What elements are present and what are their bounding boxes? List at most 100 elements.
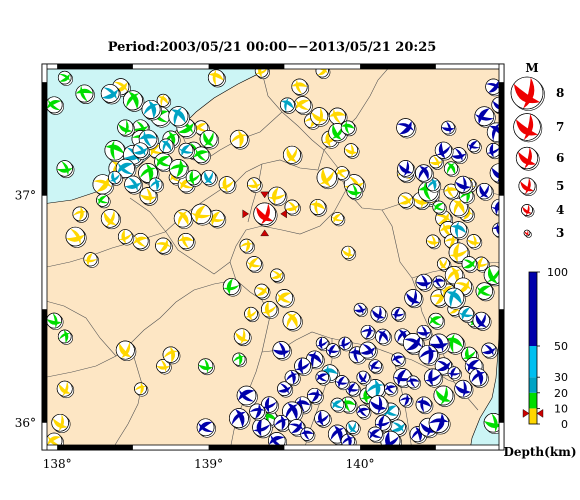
quake-0-10km-17 [218,176,237,194]
frame-segment-left [42,309,47,423]
quake-50-100km-27 [481,342,498,360]
quake-10-20km-21 [346,183,364,201]
quake-50-100km-44 [261,396,279,415]
magnitude-label-5: 5 [556,179,564,193]
frame-segment-top [57,64,133,69]
quake-20-30km-1 [158,138,175,155]
quake-50-100km-35 [368,359,384,375]
quake-10-20km-29 [428,312,446,330]
quake-50-100km-53 [368,395,390,416]
quake-0-10km-21 [270,268,285,284]
quake-0-10km-45 [331,212,346,227]
quake-50-100km-65 [228,408,251,430]
quake-20-30km-14 [443,287,466,310]
magnitude-label-6: 6 [556,151,564,165]
quake-10-20km-2 [75,84,95,104]
quake-50-100km-77 [284,370,301,387]
quake-0-10km-38 [92,174,115,196]
quake-10-20km-18 [199,129,220,150]
quake-0-10km-35 [100,209,121,230]
quake-0-10km-37 [65,226,87,248]
quake-20-30km-4 [115,158,137,180]
magnitude-symbol-4 [521,204,535,218]
quake-10-20km-39 [46,312,64,330]
quake-50-100km-25 [454,379,474,399]
magnitude-label-3: 3 [556,226,564,240]
quake-0-10km-64 [115,340,137,362]
quake-10-20km-35 [232,352,247,368]
quake-0-10km-31 [177,233,196,251]
quake-0-10km-27 [233,328,252,347]
quake-50-100km-68 [360,324,377,341]
quake-0-10km-15 [267,186,288,207]
quake-50-100km-45 [252,417,273,439]
quake-50-100km-34 [359,341,378,361]
quake-0-10km-32 [155,237,173,256]
quake-50-100km-14 [432,275,447,290]
quake-50-100km-82 [272,341,292,361]
quake-0-10km-77 [156,93,172,109]
quake-0-10km-20 [246,256,264,274]
quake-10-20km-3 [122,90,145,112]
quake-0-10km-10 [344,143,360,159]
main-event-marker-1 [280,209,287,219]
quake-0-10km-67 [56,380,75,399]
quake-50-100km-70 [375,328,392,346]
quake-50-100km-28 [472,311,492,331]
depth-tick-label-30: 30 [554,371,568,384]
quake-50-100km-16 [404,289,424,309]
quake-0-10km-26 [244,306,260,323]
quake-50-100km-43 [273,415,291,432]
quake-10-20km-42 [222,278,242,297]
quake-10-20km-10 [117,119,135,138]
magnitude-legend-header: M [525,61,538,75]
quake-50-100km-48 [300,427,316,443]
quake-0-10km-65 [156,359,172,375]
depth-band-20-30 [529,377,537,393]
quake-50-100km-29 [469,368,489,388]
quake-50-100km-67 [249,403,267,421]
quake-20-30km-17 [330,397,346,413]
main-event-marker-3 [260,229,270,237]
quake-20-30km-7 [124,175,144,195]
quake-20-30km-16 [450,221,469,240]
magnitude-symbol-8 [510,76,545,111]
depth-marker-left [522,409,530,418]
frame-segment-bottom [208,445,285,450]
map-frame [41,63,505,451]
depth-scale-frame [528,271,538,425]
quake-0-10km-23 [261,301,279,319]
quake-0-10km-56 [466,234,483,250]
quake-50-100km-72 [370,305,388,324]
quake-0-10km-34 [117,229,135,246]
quake-0-10km-24 [275,289,295,309]
lon-tick-label: 139° [194,457,223,471]
quake-0-10km-9 [328,107,348,127]
depth-unit-label: Depth(km) [503,445,576,459]
magnitude-label-8: 8 [556,86,564,100]
depth-marker-right [536,409,544,418]
frame-segment-top [208,64,285,69]
quake-0-10km-69 [134,382,149,397]
quake-10-20km-17 [56,160,75,179]
quake-50-100km-24 [447,366,462,381]
quake-50-100km-54 [374,414,393,433]
quake-10-20km-41 [483,413,504,434]
quake-0-10km-33 [132,233,151,251]
quake-0-10km-25 [282,311,303,332]
quake-20-30km-23 [100,84,121,105]
quake-0-10km-13 [316,167,339,190]
frame-segment-right [499,82,504,196]
quake-50-100km-20 [416,324,433,341]
quake-20-30km-5 [108,170,123,186]
depth-tick-label-100: 100 [547,266,568,279]
quake-50-100km-36 [356,370,372,386]
depth-tick-label-50: 50 [554,340,568,353]
quake-0-10km-66 [51,413,71,434]
quake-0-10km-75 [341,245,357,261]
quake-0-10km-47 [429,154,444,170]
quake-0-10km-44 [284,199,301,216]
quake-50-100km-57 [406,375,422,390]
